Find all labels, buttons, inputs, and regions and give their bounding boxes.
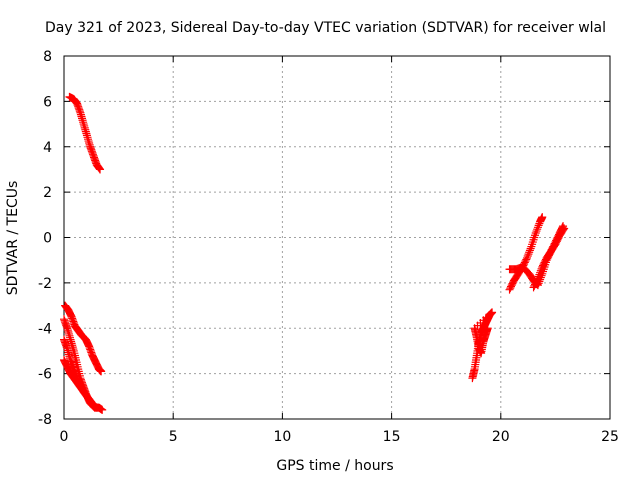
x-tick-label: 15 (383, 429, 401, 445)
data-point (533, 223, 542, 232)
data-point (483, 324, 492, 333)
data-point (525, 248, 534, 257)
data-point (534, 272, 543, 281)
y-tick-label: 4 (43, 140, 52, 156)
data-point (559, 225, 568, 234)
data-point (522, 255, 531, 264)
data-point (524, 250, 533, 259)
y-tick-label: -2 (38, 276, 52, 292)
y-axis-label: SDTVAR / TECUs (5, 181, 21, 296)
x-tick-label: 20 (492, 429, 510, 445)
x-tick-label: 25 (601, 429, 619, 445)
data-point (523, 252, 532, 261)
data-point (536, 268, 545, 277)
data-point (536, 266, 545, 275)
data-series-early-lower-track-a (61, 301, 106, 376)
grid (64, 56, 610, 419)
data-series-early-descending-track (65, 92, 105, 174)
data-series-evening-cluster (468, 308, 497, 383)
data-point (534, 221, 543, 230)
x-tick-label: 5 (169, 429, 178, 445)
y-tick-label: 2 (43, 185, 52, 201)
data-point (532, 227, 541, 236)
data-point (533, 274, 542, 283)
x-axis-label: GPS time / hours (276, 458, 393, 474)
chart-title: Day 321 of 2023, Sidereal Day-to-day VTE… (45, 20, 606, 36)
data-series-early-lower-track-d (60, 356, 98, 410)
data-point (560, 224, 569, 233)
axes: 0 5 10 15 20 25 -8 -6 -4 -2 0 2 4 6 8 (38, 49, 619, 445)
data-series-late-track-a (505, 213, 547, 294)
data-series-late-track-c (529, 224, 569, 292)
data-point (523, 253, 532, 262)
data-point (98, 405, 107, 414)
data-point (96, 165, 105, 174)
y-tick-label: -4 (38, 321, 52, 337)
data-point (533, 225, 542, 234)
data-point (97, 367, 106, 376)
y-tick-label: 8 (43, 49, 52, 65)
y-tick-label: 6 (43, 94, 52, 110)
data-point (533, 275, 542, 284)
y-tick-label: 0 (43, 231, 52, 247)
x-tick-label: 10 (273, 429, 291, 445)
data-point (526, 244, 535, 253)
data-point (531, 228, 540, 237)
data-point (525, 246, 534, 255)
data-point (537, 264, 546, 273)
x-tick-label: 0 (60, 429, 69, 445)
y-tick-label: -8 (38, 412, 52, 428)
data-point (538, 213, 547, 222)
data-points (60, 92, 569, 414)
y-tick-label: -6 (38, 367, 52, 383)
data-point (535, 270, 544, 279)
data-point (89, 401, 98, 410)
